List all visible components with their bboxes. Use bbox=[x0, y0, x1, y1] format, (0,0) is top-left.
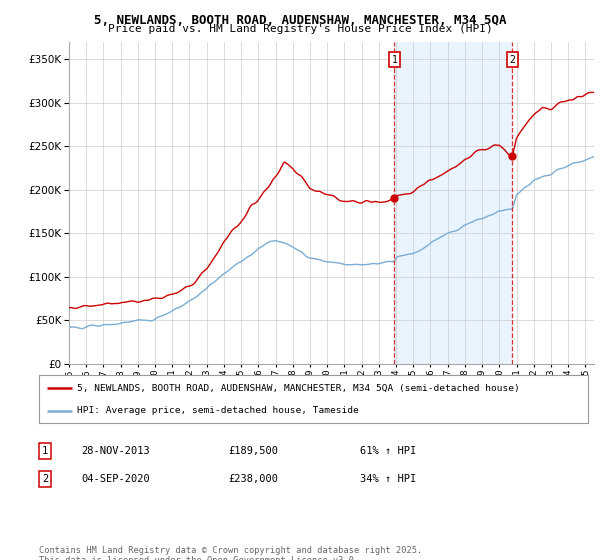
Text: Price paid vs. HM Land Registry's House Price Index (HPI): Price paid vs. HM Land Registry's House … bbox=[107, 24, 493, 34]
Text: HPI: Average price, semi-detached house, Tameside: HPI: Average price, semi-detached house,… bbox=[77, 407, 359, 416]
Text: 28-NOV-2013: 28-NOV-2013 bbox=[81, 446, 150, 456]
Text: 1: 1 bbox=[391, 55, 397, 65]
Text: 5, NEWLANDS, BOOTH ROAD, AUDENSHAW, MANCHESTER, M34 5QA: 5, NEWLANDS, BOOTH ROAD, AUDENSHAW, MANC… bbox=[94, 14, 506, 27]
Text: 61% ↑ HPI: 61% ↑ HPI bbox=[360, 446, 416, 456]
Text: 5, NEWLANDS, BOOTH ROAD, AUDENSHAW, MANCHESTER, M34 5QA (semi-detached house): 5, NEWLANDS, BOOTH ROAD, AUDENSHAW, MANC… bbox=[77, 384, 520, 393]
Text: Contains HM Land Registry data © Crown copyright and database right 2025.
This d: Contains HM Land Registry data © Crown c… bbox=[39, 546, 422, 560]
Text: 2: 2 bbox=[42, 474, 48, 484]
Text: £189,500: £189,500 bbox=[228, 446, 278, 456]
Text: 04-SEP-2020: 04-SEP-2020 bbox=[81, 474, 150, 484]
Bar bbox=[394, 42, 512, 364]
Text: 34% ↑ HPI: 34% ↑ HPI bbox=[360, 474, 416, 484]
Text: 2: 2 bbox=[509, 55, 515, 65]
Text: £238,000: £238,000 bbox=[228, 474, 278, 484]
Text: 1: 1 bbox=[42, 446, 48, 456]
